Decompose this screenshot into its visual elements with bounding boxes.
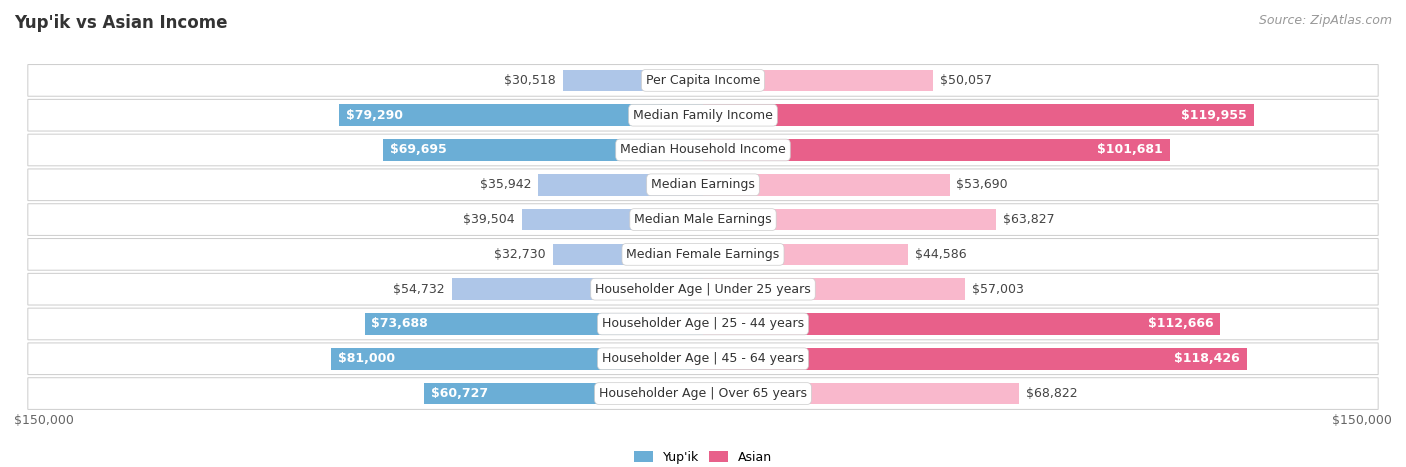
Text: Householder Age | 45 - 64 years: Householder Age | 45 - 64 years [602, 352, 804, 365]
Text: $112,666: $112,666 [1147, 318, 1213, 331]
Text: Householder Age | Under 25 years: Householder Age | Under 25 years [595, 283, 811, 296]
Text: $79,290: $79,290 [346, 109, 402, 122]
FancyBboxPatch shape [28, 239, 1378, 270]
Bar [703, 244, 908, 265]
Text: Median Earnings: Median Earnings [651, 178, 755, 191]
Bar [703, 105, 1254, 126]
Text: $35,942: $35,942 [479, 178, 531, 191]
Bar [425, 383, 703, 404]
Bar [703, 139, 1170, 161]
Text: $54,732: $54,732 [394, 283, 444, 296]
FancyBboxPatch shape [28, 343, 1378, 375]
Bar [522, 209, 703, 230]
Legend: Yup'ik, Asian: Yup'ik, Asian [628, 446, 778, 467]
Text: $68,822: $68,822 [1026, 387, 1077, 400]
Text: $44,586: $44,586 [915, 248, 966, 261]
Text: Median Family Income: Median Family Income [633, 109, 773, 122]
Text: Median Household Income: Median Household Income [620, 143, 786, 156]
Text: Yup'ik vs Asian Income: Yup'ik vs Asian Income [14, 14, 228, 32]
Bar [364, 313, 703, 335]
Bar [339, 105, 703, 126]
FancyBboxPatch shape [28, 204, 1378, 235]
Text: $119,955: $119,955 [1181, 109, 1247, 122]
Text: $81,000: $81,000 [337, 352, 395, 365]
Bar [703, 174, 949, 196]
Bar [703, 383, 1019, 404]
Text: $32,730: $32,730 [494, 248, 546, 261]
Bar [538, 174, 703, 196]
Bar [562, 70, 703, 91]
Text: Per Capita Income: Per Capita Income [645, 74, 761, 87]
Text: $39,504: $39,504 [463, 213, 515, 226]
Text: Householder Age | Over 65 years: Householder Age | Over 65 years [599, 387, 807, 400]
Text: Source: ZipAtlas.com: Source: ZipAtlas.com [1258, 14, 1392, 27]
Bar [382, 139, 703, 161]
Bar [451, 278, 703, 300]
Text: $101,681: $101,681 [1097, 143, 1163, 156]
Text: $69,695: $69,695 [389, 143, 447, 156]
Text: Median Male Earnings: Median Male Earnings [634, 213, 772, 226]
FancyBboxPatch shape [28, 134, 1378, 166]
Text: $50,057: $50,057 [939, 74, 991, 87]
FancyBboxPatch shape [28, 273, 1378, 305]
FancyBboxPatch shape [28, 64, 1378, 96]
Text: $118,426: $118,426 [1174, 352, 1240, 365]
Text: $57,003: $57,003 [972, 283, 1024, 296]
Text: Householder Age | 25 - 44 years: Householder Age | 25 - 44 years [602, 318, 804, 331]
Text: $60,727: $60,727 [432, 387, 488, 400]
Bar [703, 348, 1247, 369]
Text: $150,000: $150,000 [1331, 414, 1392, 427]
Text: $73,688: $73,688 [371, 318, 429, 331]
Text: $53,690: $53,690 [956, 178, 1008, 191]
Bar [703, 209, 997, 230]
Text: $63,827: $63,827 [1002, 213, 1054, 226]
Bar [553, 244, 703, 265]
FancyBboxPatch shape [28, 308, 1378, 340]
Text: Median Female Earnings: Median Female Earnings [627, 248, 779, 261]
FancyBboxPatch shape [28, 378, 1378, 410]
FancyBboxPatch shape [28, 169, 1378, 201]
Text: $150,000: $150,000 [14, 414, 75, 427]
FancyBboxPatch shape [28, 99, 1378, 131]
Bar [703, 278, 965, 300]
Bar [330, 348, 703, 369]
Bar [703, 70, 934, 91]
Text: $30,518: $30,518 [505, 74, 555, 87]
Bar [703, 313, 1220, 335]
